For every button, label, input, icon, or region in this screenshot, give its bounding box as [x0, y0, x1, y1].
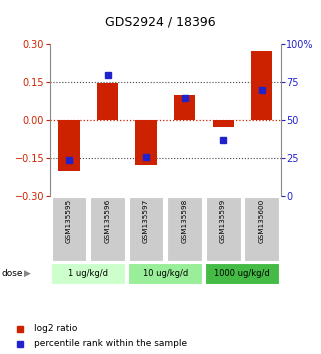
- Bar: [51, 263, 126, 284]
- Text: GSM135595: GSM135595: [66, 199, 72, 243]
- Bar: [205, 263, 280, 284]
- Text: 1000 ug/kg/d: 1000 ug/kg/d: [214, 269, 270, 278]
- Bar: [90, 197, 125, 261]
- Text: log2 ratio: log2 ratio: [33, 324, 77, 333]
- Bar: [213, 120, 234, 127]
- Bar: [206, 197, 240, 261]
- Bar: [52, 197, 86, 261]
- Text: GSM135597: GSM135597: [143, 199, 149, 243]
- Bar: [58, 120, 80, 171]
- Bar: [97, 83, 118, 120]
- Text: dose: dose: [2, 269, 23, 278]
- Text: GSM135599: GSM135599: [220, 199, 226, 243]
- Text: GDS2924 / 18396: GDS2924 / 18396: [105, 16, 216, 29]
- Bar: [174, 95, 195, 120]
- Text: GSM135600: GSM135600: [259, 199, 265, 243]
- Bar: [244, 197, 279, 261]
- Text: percentile rank within the sample: percentile rank within the sample: [33, 339, 187, 348]
- Text: 1 ug/kg/d: 1 ug/kg/d: [68, 269, 108, 278]
- Text: GSM135596: GSM135596: [105, 199, 110, 243]
- Bar: [251, 51, 272, 120]
- Bar: [129, 197, 163, 261]
- Text: GSM135598: GSM135598: [182, 199, 187, 243]
- Bar: [167, 197, 202, 261]
- Bar: [135, 120, 157, 165]
- Text: 10 ug/kg/d: 10 ug/kg/d: [143, 269, 188, 278]
- Bar: [128, 263, 203, 284]
- Text: ▶: ▶: [24, 269, 31, 278]
